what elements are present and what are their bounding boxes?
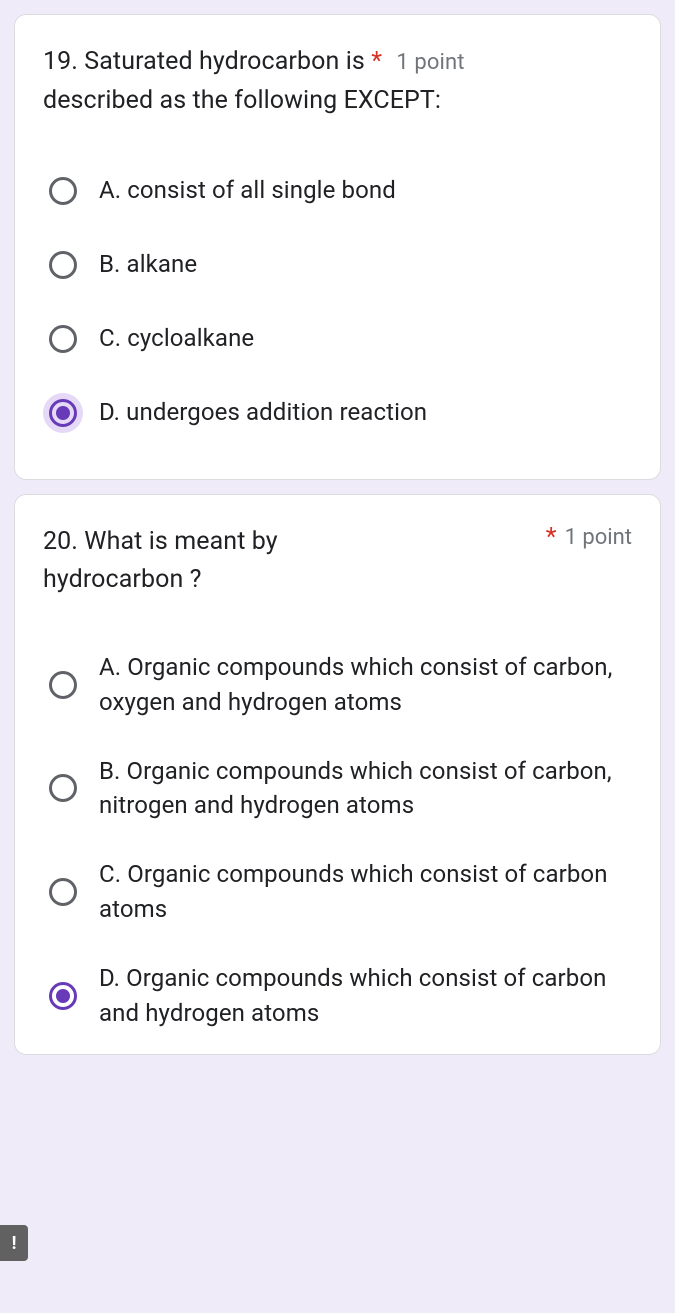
option-label: B. Organic compounds which consist of ca… [99, 754, 632, 824]
radio-button[interactable] [43, 768, 83, 808]
option-b[interactable]: B. Organic compounds which consist of ca… [43, 740, 632, 838]
radio-button[interactable] [43, 665, 83, 705]
radio-button[interactable] [43, 245, 83, 285]
exclamation-icon: ! [12, 1233, 17, 1254]
option-b[interactable]: B. alkane [43, 231, 632, 299]
radio-button[interactable] [43, 319, 83, 359]
question-card: 20. What is meant by hydrocarbon ? * 1 p… [14, 494, 661, 1056]
points-label: 1 point [557, 523, 632, 550]
option-a[interactable]: A. consist of all single bond [43, 157, 632, 225]
option-label: D. undergoes addition reaction [99, 395, 427, 430]
option-label: B. alkane [99, 247, 197, 282]
option-d[interactable]: D. undergoes addition reaction [43, 379, 632, 447]
question-header: 19. Saturated hydrocarbon is * 1 point d… [43, 43, 632, 121]
points-label: 1 point [388, 48, 464, 75]
radio-button[interactable] [43, 393, 83, 433]
radio-button[interactable] [43, 171, 83, 211]
question-header: 20. What is meant by hydrocarbon ? * 1 p… [43, 523, 632, 601]
question-text: 19. Saturated hydrocarbon is * 1 point d… [43, 43, 632, 121]
required-asterisk: * [371, 47, 382, 76]
report-icon[interactable]: ! [0, 1225, 28, 1261]
option-label: C. Organic compounds which consist of ca… [99, 857, 632, 927]
question-card: 19. Saturated hydrocarbon is * 1 point d… [14, 14, 661, 480]
question-text-line1: 19. Saturated hydrocarbon is [43, 47, 365, 76]
required-asterisk: * [546, 523, 557, 552]
option-label: A. Organic compounds which consist of ca… [99, 650, 632, 720]
points-wrap: * 1 point [546, 523, 632, 552]
option-label: D. Organic compounds which consist of ca… [99, 961, 632, 1031]
option-d[interactable]: D. Organic compounds which consist of ca… [43, 947, 632, 1045]
question-text: 20. What is meant by hydrocarbon ? [43, 523, 403, 601]
option-label: C. cycloalkane [99, 321, 254, 356]
radio-button[interactable] [43, 976, 83, 1016]
option-label: A. consist of all single bond [99, 173, 396, 208]
question-text-line1: 20. What is meant by hydrocarbon ? [43, 527, 278, 595]
option-c[interactable]: C. Organic compounds which consist of ca… [43, 843, 632, 941]
option-c[interactable]: C. cycloalkane [43, 305, 632, 373]
option-a[interactable]: A. Organic compounds which consist of ca… [43, 636, 632, 734]
radio-button[interactable] [43, 872, 83, 912]
question-text-line2: described as the following EXCEPT: [43, 86, 441, 115]
